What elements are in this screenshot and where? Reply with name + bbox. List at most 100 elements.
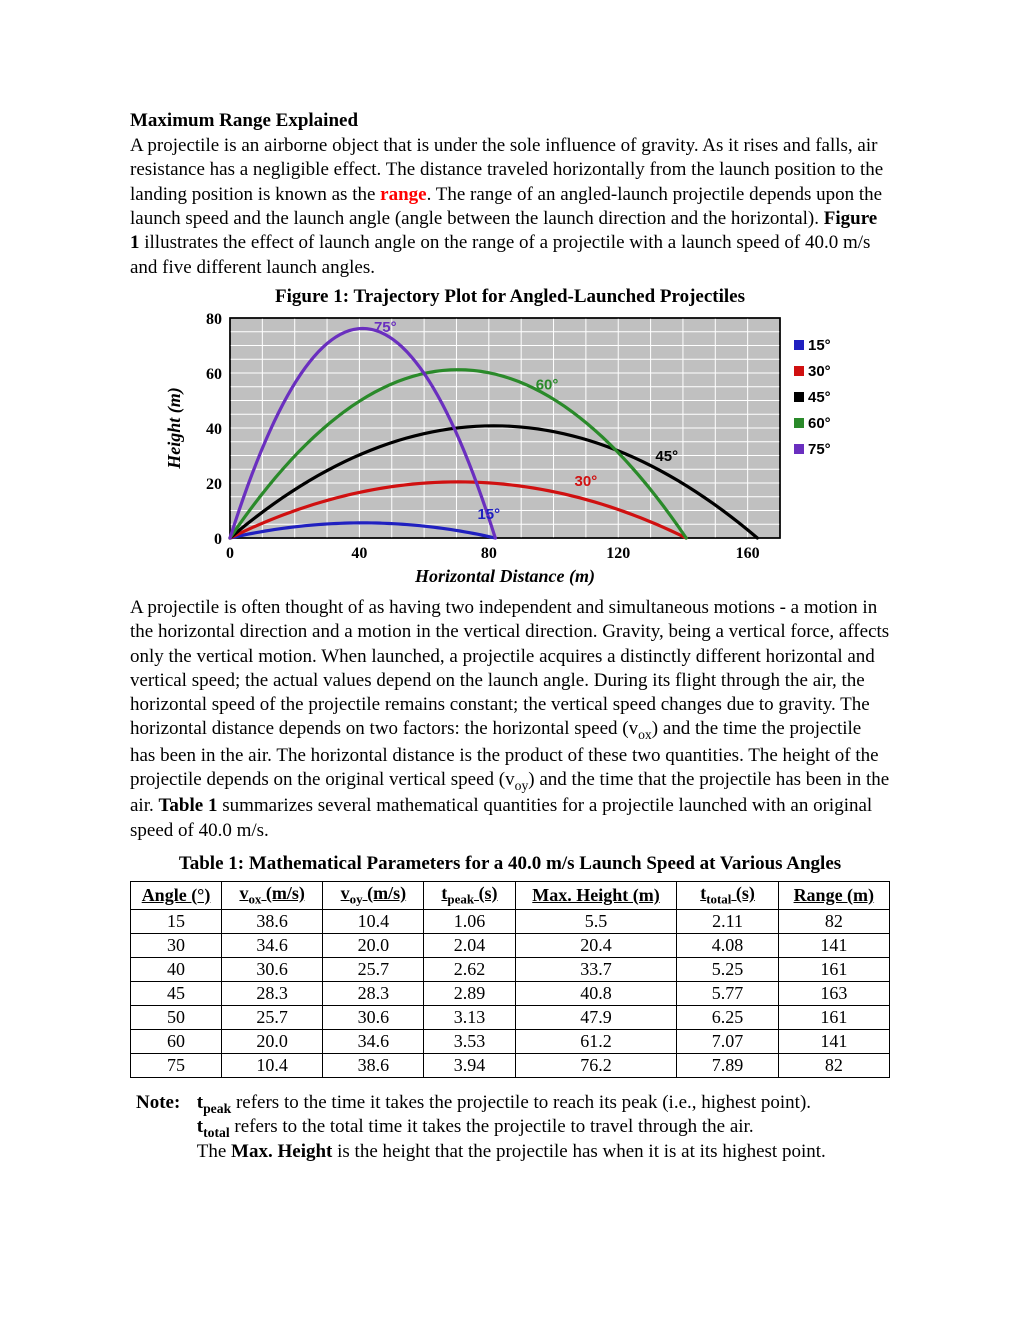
table-cell: 30 [131, 933, 222, 957]
table-cell: 38.6 [323, 1053, 424, 1077]
table-cell: 28.3 [323, 981, 424, 1005]
table-row: 4030.625.72.6233.75.25161 [131, 957, 890, 981]
trajectory-chart: 15°30°45°60°75°02040608004080120160Horiz… [160, 308, 860, 588]
note-label: Note: [136, 1092, 192, 1114]
table-cell: 3.94 [424, 1053, 515, 1077]
table-cell: 82 [778, 909, 889, 933]
parameters-table: Angle (°)vox (m/s)voy (m/s)tpeak (s)Max.… [130, 881, 890, 1078]
table-cell: 30.6 [323, 1005, 424, 1029]
svg-text:160: 160 [736, 545, 760, 562]
document-page: Maximum Range Explained A projectile is … [0, 0, 1020, 1320]
table-cell: 7.07 [677, 1029, 778, 1053]
table-cell: 161 [778, 1005, 889, 1029]
table-cell: 2.04 [424, 933, 515, 957]
table1-ref: Table 1 [159, 795, 218, 816]
note2-rest: refers to the total time it takes the pr… [230, 1116, 754, 1137]
table-cell: 82 [778, 1053, 889, 1077]
table-cell: 163 [778, 981, 889, 1005]
table-cell: 6.25 [677, 1005, 778, 1029]
svg-text:0: 0 [226, 545, 234, 562]
note3-bold: Max. Height [231, 1141, 332, 1162]
svg-text:15°: 15° [477, 506, 500, 523]
chart-svg: 15°30°45°60°75°02040608004080120160Horiz… [160, 308, 860, 588]
table-row: 4528.328.32.8940.85.77163 [131, 981, 890, 1005]
svg-text:0: 0 [214, 531, 222, 548]
svg-text:80: 80 [206, 311, 222, 328]
svg-text:40: 40 [206, 421, 222, 438]
svg-text:30°: 30° [575, 473, 598, 490]
note1-sub: peak [203, 1100, 231, 1115]
table-header: Max. Height (m) [515, 882, 677, 910]
note-body: tpeak refers to the time it takes the pr… [197, 1092, 877, 1164]
notes-block: Note: tpeak refers to the time it takes … [136, 1092, 890, 1164]
svg-text:75°: 75° [808, 441, 831, 458]
svg-text:15°: 15° [808, 337, 831, 354]
table-cell: 2.89 [424, 981, 515, 1005]
table-row: 6020.034.63.5361.27.07141 [131, 1029, 890, 1053]
note3-b: is the height that the projectile has wh… [332, 1141, 825, 1162]
table-cell: 34.6 [222, 933, 323, 957]
table-cell: 20.0 [222, 1029, 323, 1053]
table-cell: 28.3 [222, 981, 323, 1005]
table-cell: 3.53 [424, 1029, 515, 1053]
svg-text:75°: 75° [374, 319, 397, 336]
table-cell: 40 [131, 957, 222, 981]
table1-title: Table 1: Mathematical Parameters for a 4… [130, 853, 890, 875]
svg-text:Horizontal Distance (m): Horizontal Distance (m) [414, 566, 595, 587]
svg-text:60: 60 [206, 366, 222, 383]
table-cell: 33.7 [515, 957, 677, 981]
svg-text:40: 40 [351, 545, 367, 562]
table-cell: 75 [131, 1053, 222, 1077]
range-term: range [380, 184, 426, 205]
table-header: tpeak (s) [424, 882, 515, 910]
paragraph-1: A projectile is an airborne object that … [130, 134, 890, 280]
table-cell: 76.2 [515, 1053, 677, 1077]
para2-d: summarizes several mathematical quantiti… [130, 795, 872, 840]
table-cell: 141 [778, 1029, 889, 1053]
table-cell: 20.0 [323, 933, 424, 957]
table-cell: 1.06 [424, 909, 515, 933]
table-cell: 30.6 [222, 957, 323, 981]
table-cell: 10.4 [323, 909, 424, 933]
table-cell: 61.2 [515, 1029, 677, 1053]
svg-text:Height (m): Height (m) [164, 387, 185, 470]
table-header: vox (m/s) [222, 882, 323, 910]
svg-text:60°: 60° [808, 415, 831, 432]
table-cell: 5.5 [515, 909, 677, 933]
table-header: voy (m/s) [323, 882, 424, 910]
table-cell: 5.25 [677, 957, 778, 981]
table-cell: 3.13 [424, 1005, 515, 1029]
para1-text-c: illustrates the effect of launch angle o… [130, 232, 870, 277]
table-row: 1538.610.41.065.52.1182 [131, 909, 890, 933]
table-cell: 40.8 [515, 981, 677, 1005]
table-cell: 10.4 [222, 1053, 323, 1077]
table-cell: 20.4 [515, 933, 677, 957]
para2-vox-sub: ox [638, 727, 652, 742]
note1-rest: refers to the time it takes the projecti… [231, 1092, 811, 1113]
svg-text:80: 80 [481, 545, 497, 562]
svg-text:120: 120 [606, 545, 630, 562]
table-row: 7510.438.63.9476.27.8982 [131, 1053, 890, 1077]
table-cell: 2.62 [424, 957, 515, 981]
figure1-title: Figure 1: Trajectory Plot for Angled-Lau… [130, 286, 890, 308]
note3-a: The [197, 1141, 231, 1162]
svg-text:30°: 30° [808, 363, 831, 380]
table-cell: 50 [131, 1005, 222, 1029]
table-cell: 47.9 [515, 1005, 677, 1029]
table-header: ttotal (s) [677, 882, 778, 910]
table-cell: 38.6 [222, 909, 323, 933]
table-cell: 161 [778, 957, 889, 981]
table-cell: 5.77 [677, 981, 778, 1005]
table-cell: 141 [778, 933, 889, 957]
para2-voy-sub: oy [515, 778, 529, 793]
paragraph-2: A projectile is often thought of as havi… [130, 596, 890, 843]
table-row: 3034.620.02.0420.44.08141 [131, 933, 890, 957]
table-cell: 4.08 [677, 933, 778, 957]
table-row: 5025.730.63.1347.96.25161 [131, 1005, 890, 1029]
note2-sub: total [203, 1125, 230, 1140]
table-header: Angle (°) [131, 882, 222, 910]
page-title: Maximum Range Explained [130, 110, 890, 132]
table-cell: 2.11 [677, 909, 778, 933]
svg-text:60°: 60° [536, 376, 559, 393]
svg-text:20: 20 [206, 476, 222, 493]
